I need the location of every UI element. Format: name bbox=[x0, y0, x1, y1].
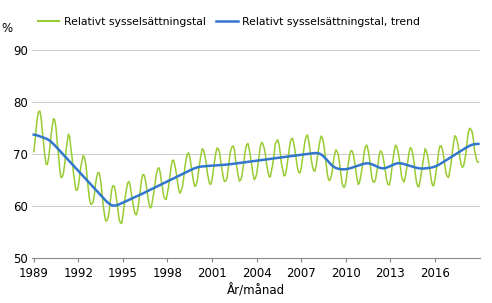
Relativt sysselsättningstal bbox=[453, 135, 459, 139]
Relativt sysselsättningstal bbox=[475, 160, 481, 164]
Relativt sysselsättningstal, trend bbox=[31, 133, 37, 136]
Relativt sysselsättningstal, trend bbox=[111, 204, 117, 208]
Relativt sysselsättningstal, trend bbox=[187, 168, 193, 172]
Relativt sysselsättningstal, trend bbox=[164, 179, 170, 183]
Relativt sysselsättningstal bbox=[31, 150, 37, 154]
Relativt sysselsättningstal bbox=[37, 109, 43, 113]
Relativt sysselsättningstal bbox=[166, 184, 172, 188]
Line: Relativt sysselsättningstal, trend: Relativt sysselsättningstal, trend bbox=[34, 135, 478, 206]
Text: %: % bbox=[1, 22, 12, 35]
X-axis label: År/månad: År/månad bbox=[227, 284, 285, 298]
Relativt sysselsättningstal bbox=[119, 222, 124, 225]
Relativt sysselsättningstal bbox=[188, 163, 194, 167]
Relativt sysselsättningstal bbox=[181, 177, 186, 181]
Relativt sysselsättningstal, trend bbox=[475, 142, 481, 146]
Relativt sysselsättningstal, trend bbox=[452, 153, 458, 157]
Legend: Relativt sysselsättningstal, Relativt sysselsättningstal, trend: Relativt sysselsättningstal, Relativt sy… bbox=[38, 17, 420, 27]
Relativt sysselsättningstal, trend bbox=[85, 180, 91, 184]
Relativt sysselsättningstal bbox=[228, 149, 234, 152]
Relativt sysselsättningstal, trend bbox=[180, 172, 185, 176]
Line: Relativt sysselsättningstal: Relativt sysselsättningstal bbox=[34, 111, 478, 224]
Relativt sysselsättningstal bbox=[87, 197, 92, 201]
Relativt sysselsättningstal, trend bbox=[226, 162, 232, 166]
